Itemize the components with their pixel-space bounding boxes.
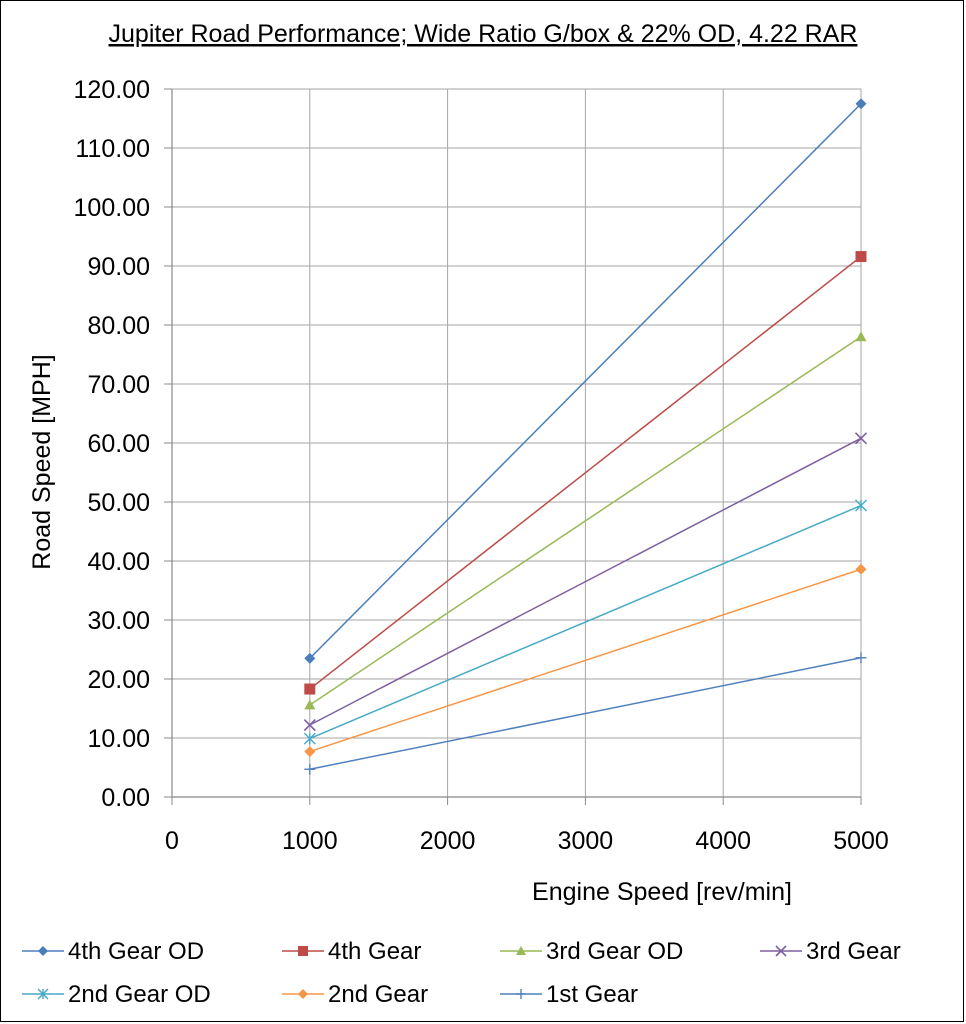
y-tick-label: 100.00 (74, 194, 150, 222)
y-tick-label: 80.00 (87, 312, 150, 340)
y-tick-labels: 0.00 10.00 20.00 30.00 40.00 50.00 60.00 70.00 8… (74, 76, 150, 812)
series-line (309, 657, 862, 771)
y-tick-label: 10.00 (87, 725, 150, 753)
x-tick-label: 0 (165, 827, 179, 855)
data-point (855, 652, 867, 664)
x-axis-title: Engine Speed [rev/min] (532, 878, 792, 906)
data-point (38, 946, 48, 956)
y-tick-label: 50.00 (87, 489, 150, 517)
legend-label: 4th Gear OD (68, 938, 204, 965)
y-tick-label: 70.00 (87, 371, 150, 399)
y-tick-label: 0.00 (101, 784, 150, 812)
y-tick-label: 90.00 (87, 253, 150, 281)
series-2 (304, 251, 867, 695)
x-tick-labels: 0 1000 2000 3000 4000 5000 (165, 827, 889, 855)
legend: 4th Gear OD 4th Gear 3rd Gear OD 3rd Gear 2n… (22, 938, 901, 1008)
data-point (855, 499, 867, 512)
marker-stroke (775, 945, 787, 957)
legend-item: 2nd Gear OD (22, 981, 211, 1008)
marker-stroke (854, 432, 868, 445)
data-point (298, 989, 308, 999)
series-line (309, 568, 862, 753)
y-tick-label: 40.00 (87, 548, 150, 576)
legend-item: 1st Gear (500, 981, 638, 1008)
x-tick-label: 5000 (833, 827, 889, 855)
x-tick-label: 1000 (282, 827, 338, 855)
grid (172, 88, 862, 797)
series-1 (304, 98, 867, 664)
series-line (309, 103, 862, 659)
data-point (303, 718, 316, 732)
data-point (855, 251, 867, 263)
data-point (304, 746, 316, 758)
legend-label: 2nd Gear (328, 981, 428, 1008)
series-line (309, 437, 862, 726)
series-4 (303, 432, 868, 732)
axes (164, 88, 862, 805)
data-point (855, 563, 867, 575)
series-line (309, 336, 862, 706)
data-point (516, 946, 526, 955)
legend-item: 3rd Gear (760, 938, 901, 965)
y-tick-label: 30.00 (87, 607, 150, 635)
legend-item: 2nd Gear (282, 981, 428, 1008)
data-point (304, 683, 316, 695)
legend-label: 1st Gear (546, 981, 638, 1008)
x-tick-label: 3000 (558, 827, 614, 855)
legend-label: 3rd Gear OD (546, 938, 683, 965)
legend-label: 2nd Gear OD (68, 981, 211, 1008)
x-tick-label: 2000 (420, 827, 476, 855)
data-point (303, 732, 316, 745)
data-point (298, 946, 308, 956)
y-tick-label: 20.00 (87, 666, 150, 694)
series-line (309, 255, 862, 690)
data-point (855, 331, 867, 342)
legend-label: 3rd Gear (806, 938, 901, 965)
y-tick-label: 60.00 (87, 430, 150, 458)
data-point (855, 98, 867, 110)
series-7 (304, 652, 867, 775)
data-point (775, 945, 787, 957)
y-tick-label: 120.00 (74, 76, 150, 104)
data-point (304, 652, 316, 664)
series-5 (303, 499, 867, 745)
series-3 (304, 331, 867, 710)
y-tick-label: 110.00 (75, 135, 150, 163)
data-point (304, 763, 316, 775)
legend-item: 3rd Gear OD (500, 938, 683, 965)
legend-label: 4th Gear (328, 938, 421, 965)
series-group (303, 98, 868, 775)
y-axis-title: Road Speed [MPH] (28, 354, 56, 569)
series-line (309, 504, 862, 740)
legend-item: 4th Gear OD (22, 938, 204, 965)
data-point (854, 432, 868, 445)
marker-stroke (303, 718, 316, 732)
x-tick-label: 4000 (695, 827, 751, 855)
data-point (304, 699, 316, 710)
chart-title: Jupiter Road Performance; Wide Ratio G/b… (109, 20, 858, 48)
data-point (516, 989, 526, 999)
data-point (37, 988, 49, 1000)
legend-item: 4th Gear (282, 938, 421, 965)
series-6 (304, 563, 867, 758)
